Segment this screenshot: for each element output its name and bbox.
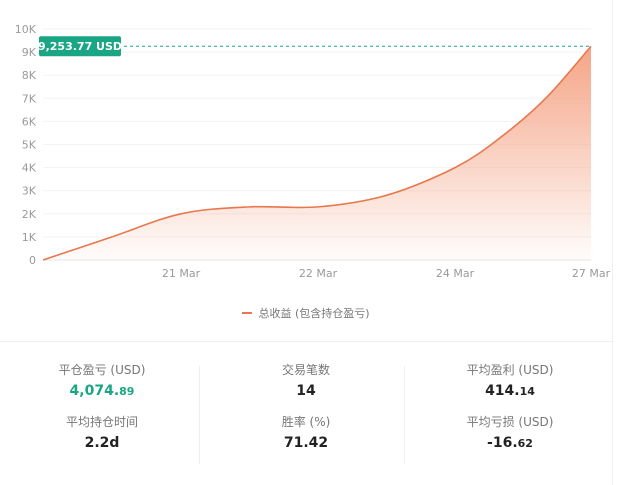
stats-separator [199, 366, 200, 464]
stat-label: 胜率 (%) [281, 415, 331, 429]
stat-label: 平均盈利 (USD) [466, 363, 554, 377]
divider [0, 341, 612, 342]
stat-value-dec: 14 [519, 385, 535, 398]
stat-win-rate: 胜率 (%) 71.42 [204, 414, 408, 452]
annotation-label: 9,253.77 USD [38, 40, 122, 53]
x-tick-label: 27 Mar [572, 267, 611, 280]
stat-avg-loss: 平均亏损 (USD) -16.62 [408, 414, 612, 453]
x-tick-label: 21 Mar [162, 267, 201, 280]
stat-value-int: 4,074. [69, 383, 120, 399]
stat-value-int: -16. [487, 435, 518, 451]
pnl-chart: 0 1K 2K 3K 4K 5K 6K 7K 8K 9K 10K 21 Mar 22 Mar 24 Mar… [15, 23, 611, 280]
stats-separator [404, 366, 405, 464]
annotation-badge [39, 36, 121, 57]
stat-label: 平均亏损 (USD) [466, 415, 554, 429]
stats-panel: 平仓盈亏 (USD) 4,074.89 交易笔数 14 平均盈利 (USD) 4… [0, 342, 612, 485]
stat-value: 4,074.89 [0, 382, 204, 401]
stat-value: 71.42 [283, 435, 329, 451]
y-tick-label: 10K [15, 23, 37, 36]
stat-label: 平仓盈亏 (USD) [58, 363, 146, 377]
legend-swatch [242, 312, 253, 314]
stat-value-dec: 89 [119, 385, 135, 398]
stat-value-dec: 62 [517, 437, 533, 450]
series-line [42, 45, 592, 261]
stat-label: 平均持仓时间 [65, 415, 138, 429]
stat-avg-profit: 平均盈利 (USD) 414.14 [408, 362, 612, 401]
stat-label: 交易笔数 [281, 363, 330, 377]
stat-value-int: 414. [485, 383, 520, 399]
x-tick-label: 24 Mar [436, 267, 475, 280]
stat-closed-pnl: 平仓盈亏 (USD) 4,074.89 [0, 362, 204, 401]
stat-trade-count: 交易笔数 14 [204, 362, 408, 400]
y-tick-label: 4K [22, 162, 37, 175]
stat-avg-hold-time: 平均持仓时间 2.2d [0, 414, 204, 452]
series-area [43, 46, 591, 260]
y-tick-label: 2K [22, 208, 37, 221]
stat-value: 414.14 [408, 382, 612, 401]
y-tick-label: 3K [22, 185, 37, 198]
stat-value: 14 [296, 383, 316, 399]
stat-value: -16.62 [408, 434, 612, 453]
y-tick-label: 1K [22, 231, 37, 244]
legend-label: 总收益 (包含持仓盈亏) [258, 307, 370, 320]
y-tick-label: 7K [22, 92, 37, 105]
y-tick-label: 6K [22, 115, 37, 128]
chart-legend[interactable]: 总收益 (包含持仓盈亏) [0, 305, 612, 321]
y-tick-label: 9K [22, 46, 37, 59]
x-tick-label: 22 Mar [299, 267, 338, 280]
y-tick-label: 0 [29, 254, 36, 267]
y-tick-label: 8K [22, 69, 37, 82]
stat-value: 2.2d [84, 435, 120, 451]
y-tick-label: 5K [22, 139, 37, 152]
